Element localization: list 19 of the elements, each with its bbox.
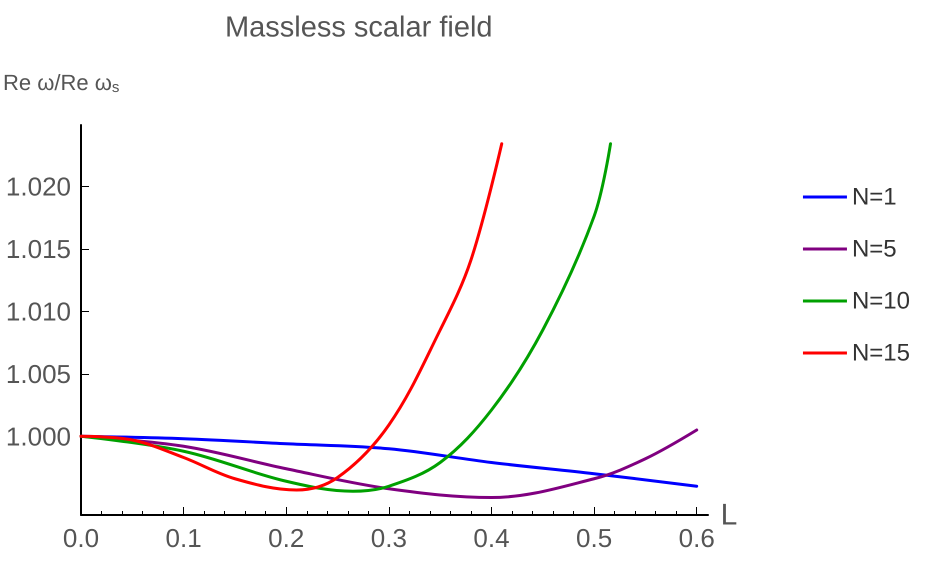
y-tick-label: 1.000: [6, 421, 71, 452]
line-series: [80, 142, 504, 492]
y-tick-label: 1.005: [6, 358, 71, 389]
y-tick-label: 1.010: [6, 296, 71, 326]
legend-label: N=5: [852, 236, 897, 262]
legend-label: N=1: [852, 184, 897, 210]
y-tick-label: 1.015: [6, 234, 71, 264]
x-tick-label: 0.6: [678, 523, 715, 553]
legend-label: N=15: [852, 340, 910, 366]
x-tick-label: 0.3: [370, 523, 407, 553]
chart-title: Massless scalar field: [225, 12, 493, 44]
legend-label: N=10: [852, 288, 910, 314]
x-tick-label: 0.1: [166, 523, 202, 553]
x-axis-title: L: [720, 498, 738, 532]
x-tick-label: 0.4: [473, 523, 510, 553]
x-tick-label: 0.5: [576, 523, 612, 553]
y-tick-label: 1.020: [6, 171, 71, 202]
x-tick-label: 0.0: [62, 523, 100, 553]
x-tick-label: 0.2: [268, 523, 304, 553]
